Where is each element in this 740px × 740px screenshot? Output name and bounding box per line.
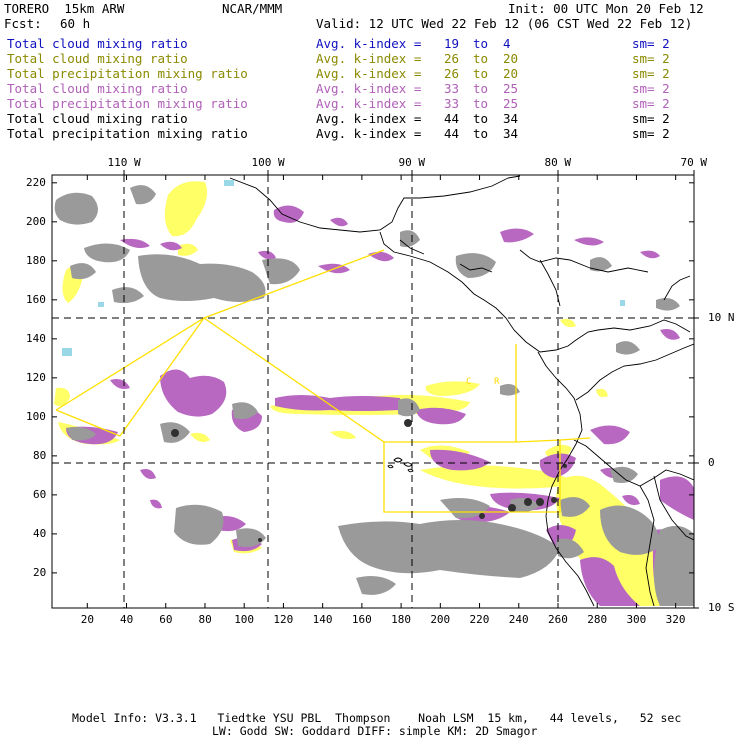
legend-smoothing: sm= 2 <box>632 96 670 111</box>
longitude-label: 90 W <box>398 156 426 169</box>
heavy-areas <box>54 185 694 606</box>
organization: NCAR/MMM <box>222 1 283 16</box>
legend-index-to: 20 <box>503 51 519 66</box>
x-axis-label: 240 <box>508 613 529 626</box>
legend-index-from: 33 <box>444 81 460 96</box>
legend-index-label: Avg. k-index = <box>316 126 422 141</box>
legend-field: Total precipitation mixing ratio <box>7 66 248 81</box>
legend-smoothing: sm= 2 <box>632 51 670 66</box>
map-frame <box>51 174 695 609</box>
x-axis-label: 260 <box>548 613 568 626</box>
forecast-hours: 60 h <box>60 16 91 31</box>
footer-physics-info: LW: Godd SW: Goddard DIFF: simple KM: 2D… <box>212 724 538 738</box>
legend-smoothing: sm= 2 <box>632 81 670 96</box>
legend-index-from: 44 <box>444 111 460 126</box>
x-axis-label: 220 <box>469 613 490 626</box>
cloud-light-areas <box>62 180 625 356</box>
legend-to-word: to <box>473 126 489 141</box>
x-axis-label: 180 <box>391 613 411 626</box>
longitude-label: 110 W <box>107 156 141 169</box>
legend-index-from: 19 <box>444 36 460 51</box>
latitude-label: 10 S <box>708 601 735 614</box>
extreme-spots <box>171 419 567 542</box>
legend-index-label: Avg. k-index = <box>316 81 422 96</box>
legend-index-label: Avg. k-index = <box>316 51 422 66</box>
legend-index-to: 20 <box>503 66 519 81</box>
legend-field: Total precipitation mixing ratio <box>7 126 248 141</box>
legend-index-to: 4 <box>503 36 511 51</box>
legend-field: Total precipitation mixing ratio <box>7 96 248 111</box>
x-axis-label: 40 <box>120 613 134 626</box>
y-axis-label: 220 <box>26 175 46 189</box>
longitude-label: 70 W <box>680 156 708 169</box>
y-axis-label: 140 <box>26 331 46 345</box>
lat-lon-grid <box>52 175 694 608</box>
x-axis-label: 20 <box>80 613 95 626</box>
y-axis-label: 200 <box>26 214 46 228</box>
x-axis-label: 100 <box>234 613 255 626</box>
legend-to-word: to <box>473 51 489 66</box>
legend-to-word: to <box>473 111 489 126</box>
x-axis-label: 320 <box>665 613 686 626</box>
legend-index-from: 44 <box>444 126 460 141</box>
latitude-label: 10 N <box>708 311 735 324</box>
y-axis-label: 180 <box>26 253 46 267</box>
y-axis-label: 100 <box>26 409 46 423</box>
x-axis-label: 120 <box>273 613 294 626</box>
field-layer <box>54 180 694 606</box>
legend-index-to: 34 <box>503 111 519 126</box>
domain-outlines <box>55 249 591 513</box>
forecast-label: Fcst: <box>4 16 42 31</box>
legend-to-word: to <box>473 36 489 51</box>
valid-time: Valid: 12 UTC Wed 22 Feb 12 (06 CST Wed … <box>316 16 693 31</box>
legend-field: Total cloud mixing ratio <box>7 81 188 96</box>
y-axis-label: 20 <box>33 565 47 579</box>
legend-index-to: 25 <box>503 81 519 96</box>
legend-index-label: Avg. k-index = <box>316 66 422 81</box>
legend-smoothing: sm= 2 <box>632 126 670 141</box>
legend-smoothing: sm= 2 <box>632 111 670 126</box>
legend-index-from: 26 <box>444 51 460 66</box>
legend-to-word: to <box>473 81 489 96</box>
x-axis-label: 200 <box>430 613 451 626</box>
legend-index-to: 25 <box>503 96 519 111</box>
legend-index-from: 26 <box>444 66 460 81</box>
legend-smoothing: sm= 2 <box>632 66 670 81</box>
legend-index-label: Avg. k-index = <box>316 36 422 51</box>
footer-model-info: Model Info: V3.3.1 Tiedtke YSU PBL Thomp… <box>72 711 682 725</box>
longitude-label: 80 W <box>544 156 572 169</box>
y-axis-label: 40 <box>33 526 47 540</box>
legend-field: Total cloud mixing ratio <box>7 36 188 51</box>
y-axis-label: 160 <box>26 292 46 306</box>
legend-field: Total cloud mixing ratio <box>7 51 188 66</box>
legend-index-label: Avg. k-index = <box>316 111 422 126</box>
latitude-label: 0 <box>708 456 715 469</box>
legend-smoothing: sm= 2 <box>632 36 670 51</box>
legend-index-to: 34 <box>503 126 519 141</box>
init-time: Init: 00 UTC Mon 20 Feb 12 <box>508 1 704 16</box>
domain-label-r: R <box>494 377 500 387</box>
legend-index-from: 33 <box>444 96 460 111</box>
x-axis-label: 160 <box>351 613 372 626</box>
legend-index-label: Avg. k-index = <box>316 96 422 111</box>
x-axis-label: 140 <box>312 613 333 626</box>
longitude-label: 100 W <box>251 156 285 169</box>
x-axis-label: 80 <box>198 613 212 626</box>
x-axis-label: 280 <box>587 613 608 626</box>
y-axis-label: 60 <box>33 487 47 501</box>
model-name: TORERO 15km ARW <box>4 1 125 16</box>
y-axis-label: 80 <box>33 448 47 462</box>
x-axis-label: 60 <box>159 613 173 626</box>
legend-field: Total cloud mixing ratio <box>7 111 188 126</box>
domain-label-c: C <box>466 377 471 387</box>
legend-to-word: to <box>473 66 489 81</box>
x-axis-label: 300 <box>626 613 647 626</box>
y-axis-label: 120 <box>26 370 46 384</box>
legend-to-word: to <box>473 96 489 111</box>
axis-ticks <box>52 170 699 609</box>
